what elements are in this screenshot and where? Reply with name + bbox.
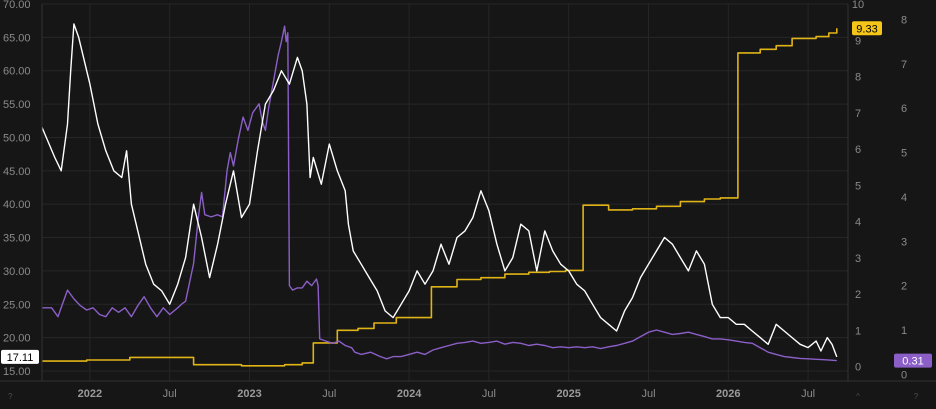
- x-axis-tick: Jul: [163, 388, 177, 400]
- right-axis-1-tick: 4: [855, 217, 861, 229]
- left-axis-tick: 50.00: [3, 132, 31, 144]
- last-value-badge-1: [894, 353, 932, 368]
- left-axis-tick: 45.00: [3, 166, 31, 178]
- last-value-label-2: 9.33: [856, 23, 877, 35]
- x-axis-tick: 2022: [78, 388, 102, 400]
- right-axis-2-tick: 5: [901, 148, 907, 160]
- left-axis-tick: 30.00: [3, 266, 31, 278]
- right-axis-2-tick: 1: [901, 325, 907, 337]
- last-value-badge-2: [852, 21, 882, 36]
- x-axis-tick: 2025: [556, 388, 580, 400]
- last-value-label-1: 0.31: [902, 356, 923, 368]
- right-axis-2-tick: 6: [901, 103, 907, 115]
- corner-glyph-left: ?: [8, 392, 13, 401]
- left-axis-tick: 60.00: [3, 66, 31, 78]
- right-axis-2-tick: 4: [901, 192, 907, 204]
- right-axis-1-tick: 7: [855, 108, 861, 120]
- left-axis-tick: 55.00: [3, 99, 31, 111]
- left-axis-tick: 25.00: [3, 299, 31, 311]
- right-axis-1-tick: 6: [855, 144, 861, 156]
- left-axis-tick: 40.00: [3, 199, 31, 211]
- left-axis-tick: 15.00: [3, 366, 31, 378]
- right-axis-2-tick: 0: [901, 369, 907, 381]
- right-axis-1-tick: 9: [855, 35, 861, 47]
- last-value-label-0: 17.11: [7, 352, 34, 364]
- value-badges: 17.11 0.31 9.33: [1, 21, 932, 368]
- x-axis-tick: Jul: [482, 388, 496, 400]
- right-axis-2-tick: 2: [901, 281, 907, 293]
- right-axis-1-tick: 1: [855, 325, 861, 337]
- left-axis-tick: 20.00: [3, 333, 31, 345]
- x-axis-tick: Jul: [322, 388, 336, 400]
- right-axis-1-tick: 2: [855, 289, 861, 301]
- x-axis-tick: Jul: [801, 388, 815, 400]
- series-line-1: [42, 25, 837, 362]
- series-layer: [41, 23, 838, 367]
- right-axis-1-tick: 10: [852, 0, 864, 11]
- grid-lines: [42, 3, 848, 381]
- right-axis-1-tick: 3: [855, 253, 861, 265]
- right-axis-1-tick: 5: [855, 180, 861, 192]
- x-axis-tick: 2026: [716, 388, 740, 400]
- left-axis-tick: 65.00: [3, 32, 31, 44]
- right-axis-2-tick: 3: [901, 236, 907, 248]
- series-line-0: [41, 23, 838, 358]
- right-axis-2-tick: 7: [901, 59, 907, 71]
- x-axis-tick: Jul: [641, 388, 655, 400]
- x-axis-tick: 2023: [237, 388, 261, 400]
- corner-glyph-right: ?: [914, 392, 919, 401]
- right-axis-1-tick: 8: [855, 72, 861, 84]
- last-value-badge-0: [1, 349, 39, 364]
- right-axis-2-tick: 8: [901, 15, 907, 27]
- corner-glyph-mid: ^: [856, 392, 860, 401]
- series-line-2: [42, 28, 838, 367]
- right-axis-1-tick: 0: [855, 362, 861, 374]
- left-axis-tick: 70.00: [3, 0, 31, 11]
- x-axis-tick: 2024: [397, 388, 422, 400]
- left-axis-tick: 35.00: [3, 233, 31, 245]
